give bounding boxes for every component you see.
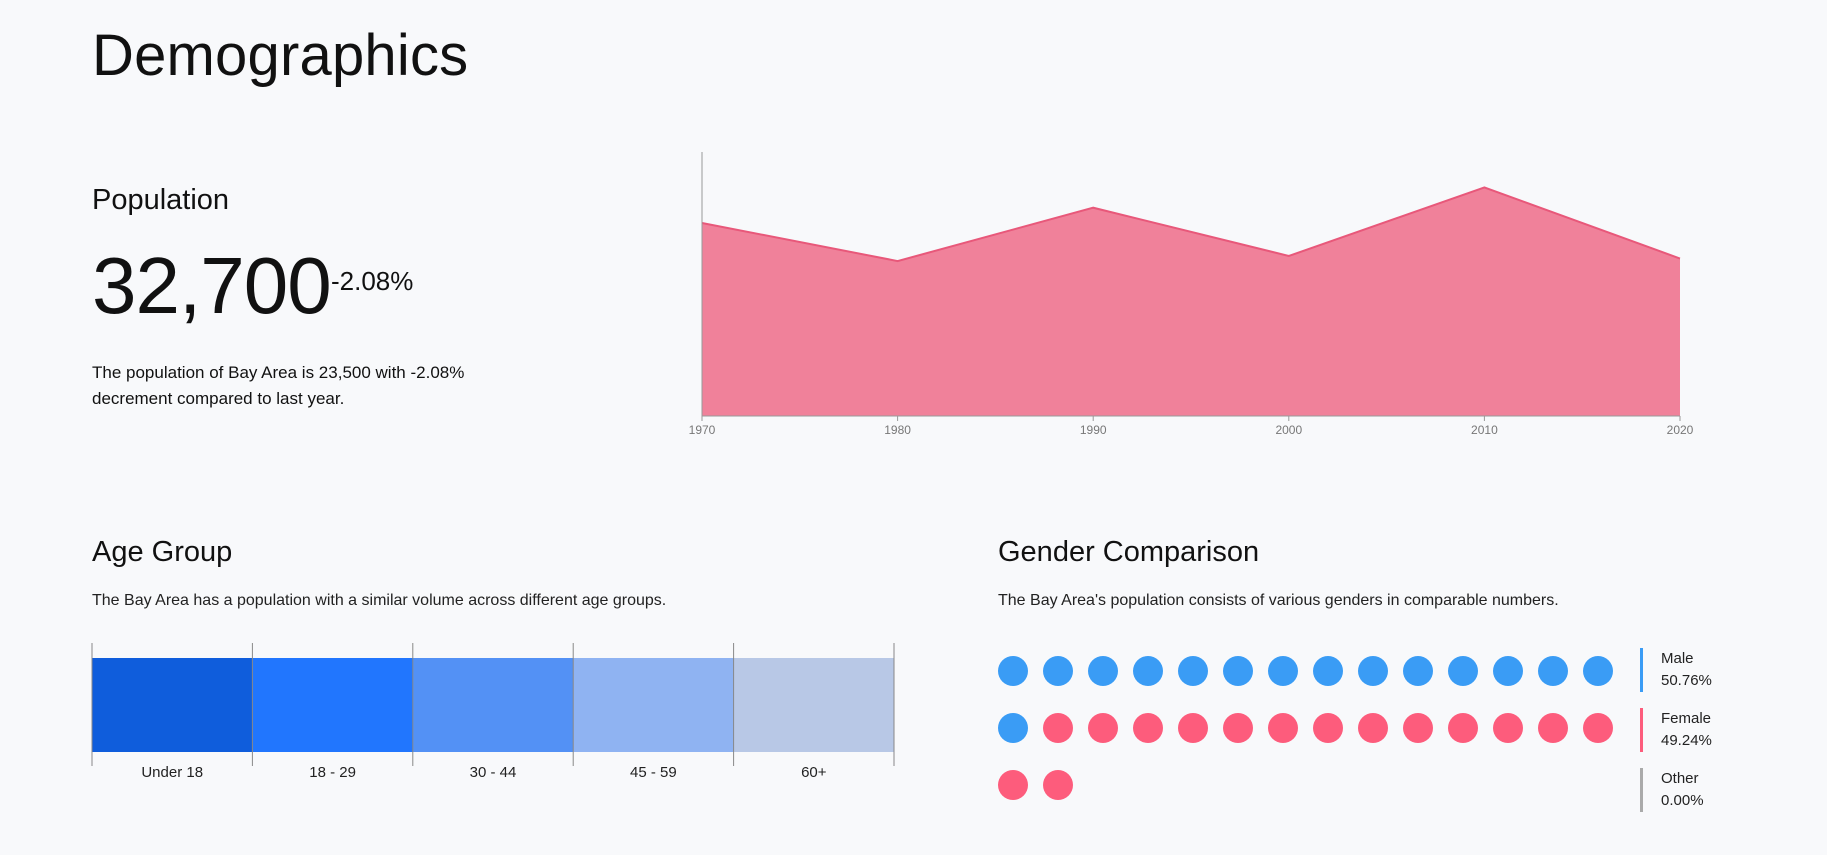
female-dot [1268,713,1298,743]
legend-other-value: 0.00% [1661,792,1704,809]
female-dot [1178,713,1208,743]
female-dot [998,770,1028,800]
population-area-chart: 1970 1980 1990 2000 2010 2020 [689,152,1694,437]
age-bar-segment [412,658,574,752]
female-dot [1583,713,1613,743]
male-dot [1178,656,1208,686]
age-category-label: 30 - 44 [470,764,517,781]
population-title: Population [92,184,230,216]
age-group-title: Age Group [92,536,233,568]
age-bar-segment [252,658,413,752]
male-dot [1313,656,1343,686]
male-dot [1223,656,1253,686]
age-category-label: 18 - 29 [309,764,356,781]
male-dot [998,713,1028,743]
male-dot [1043,656,1073,686]
male-dot [1358,656,1388,686]
female-dot [1043,713,1073,743]
male-dot [1448,656,1478,686]
x-tick-label: 1990 [1080,423,1107,437]
x-tick-label: 1980 [884,423,911,437]
age-category-label: 60+ [801,764,827,781]
female-dot [1403,713,1433,743]
gender-title: Gender Comparison [998,536,1260,568]
x-tick-label: 2020 [1667,423,1694,437]
age-bar-segment [573,658,734,752]
population-area [702,187,1680,416]
legend-female: Female 49.24% [1640,708,1712,752]
age-category-label: Under 18 [141,764,203,781]
age-group-description: The Bay Area has a population with a sim… [92,592,667,609]
page-title: Demographics [92,23,469,88]
age-group-chart: Under 18 18 - 29 30 - 44 45 - 59 60+ [91,643,895,781]
male-dot [1133,656,1163,686]
female-dot [1088,713,1118,743]
female-dot [1043,770,1073,800]
population-value: 32,700 [92,241,332,330]
legend-male-label: Male [1661,650,1694,667]
age-bar-segment [92,658,253,752]
legend-male-value: 50.76% [1661,672,1712,689]
female-dot [1448,713,1478,743]
x-tick-label: 1970 [689,423,716,437]
population-description: The population of Bay Area is 23,500 wit… [92,363,465,408]
age-category-label: 45 - 59 [630,764,677,781]
male-dot [998,656,1028,686]
x-tick-label: 2000 [1275,423,1302,437]
female-dot [1223,713,1253,743]
male-dot [1538,656,1568,686]
legend-other-label: Other [1661,770,1699,787]
legend-other: Other 0.00% [1640,768,1704,812]
male-dot [1088,656,1118,686]
male-dot [1493,656,1523,686]
female-dot [1493,713,1523,743]
male-dot [1583,656,1613,686]
female-dot [1313,713,1343,743]
gender-description: The Bay Area's population consists of va… [998,592,1559,609]
female-dot [1133,713,1163,743]
legend-female-value: 49.24% [1661,732,1712,749]
population-line [701,186,1681,263]
male-dot [1403,656,1433,686]
age-bar-segment [733,658,894,752]
legend-female-label: Female [1661,710,1712,727]
population-change: -2.08% [331,266,414,296]
male-dot [1268,656,1298,686]
x-tick-label: 2010 [1471,423,1498,437]
legend-male: Male 50.76% [1640,648,1712,692]
female-dot [1358,713,1388,743]
female-dot [1538,713,1568,743]
